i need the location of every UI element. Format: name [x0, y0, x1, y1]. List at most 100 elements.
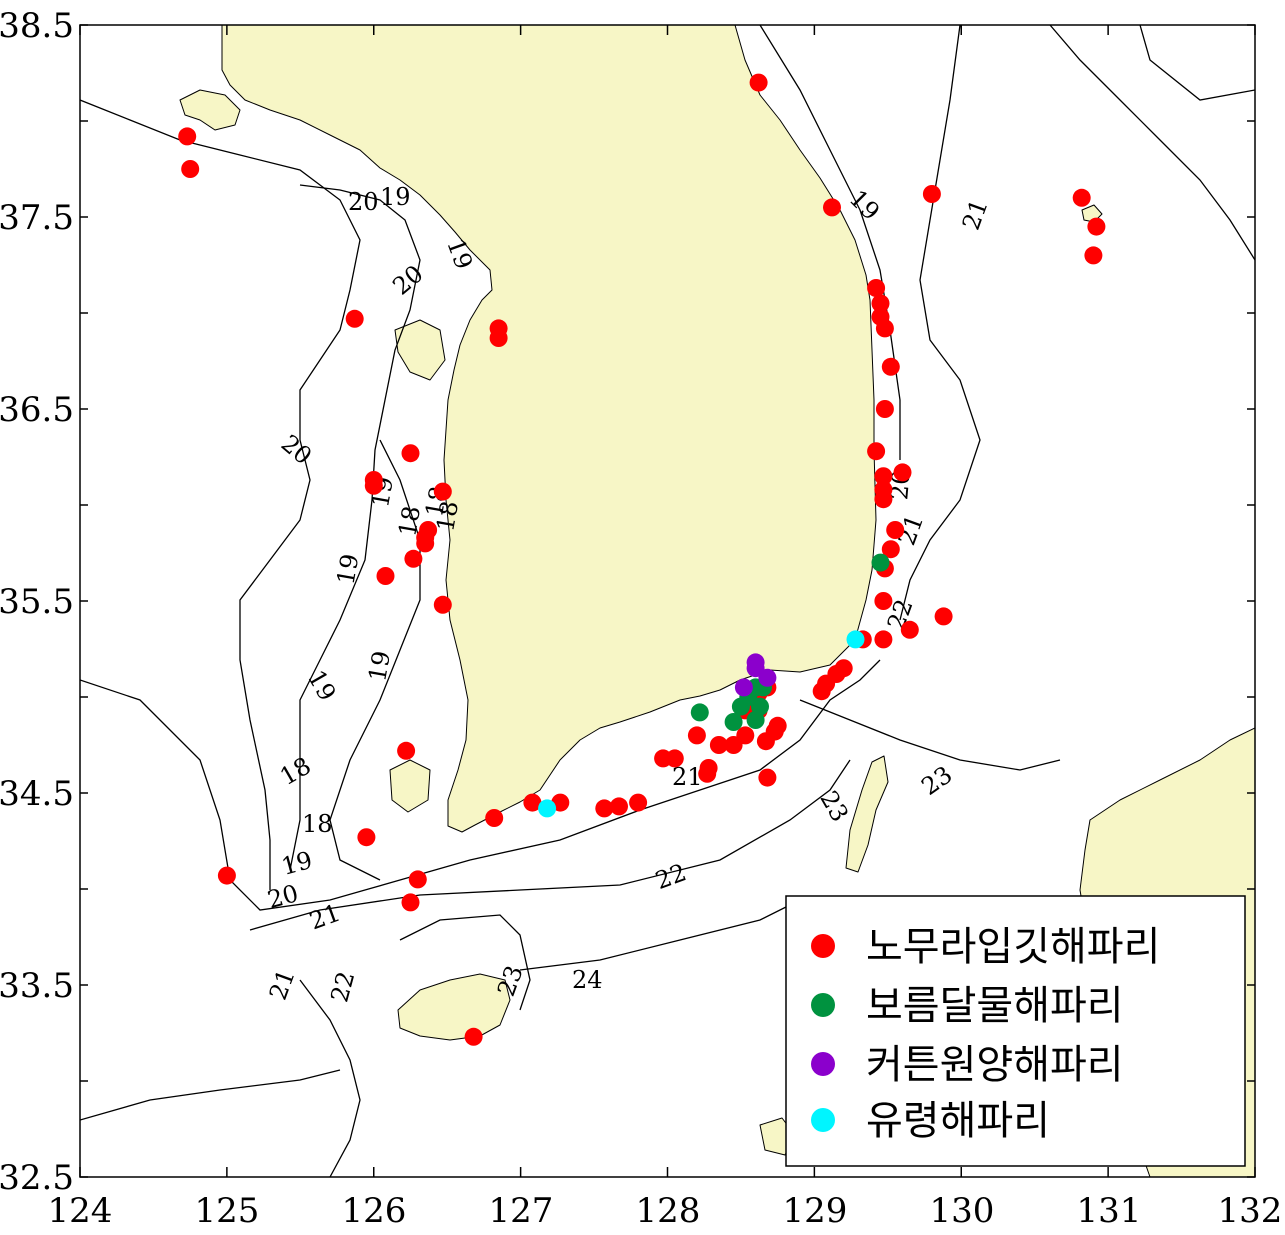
y-tick-label: 33.5 [0, 966, 74, 1006]
axis-ticks [79, 24, 1256, 1178]
sighting-marker-nomura [629, 793, 648, 812]
contour-label: 24 [572, 966, 603, 994]
contour-label: 18 [302, 810, 333, 838]
sighting-marker-nomura [871, 294, 890, 313]
x-tick-label: 127 [489, 1191, 554, 1231]
legend: 노무라입깃해파리 보름달물해파리 커튼원양해파리 유령해파리 [785, 895, 1246, 1167]
legend-label-nomura: 노무라입깃해파리 [866, 924, 1160, 970]
isotherm-24 [519, 899, 801, 971]
land-jeju [397, 973, 511, 1041]
sighting-marker-nomura [178, 127, 197, 146]
contour-label: 19 [363, 649, 396, 684]
sighting-marker-nomura [709, 736, 728, 754]
sighting-marker-nomura [433, 482, 452, 501]
legend-label-moon: 보름달물해파리 [866, 983, 1124, 1029]
y-axis-labels: 38.5 37.5 36.5 35.5 34.5 33.5 32.5 [0, 6, 74, 1198]
x-tick-label: 129 [783, 1191, 848, 1231]
sighting-marker-nomura [922, 185, 941, 203]
sighting-marker-nomura [758, 768, 777, 787]
sighting-marker-nomura [875, 400, 894, 418]
y-tick-label: 35.5 [0, 582, 74, 622]
sighting-marker-nomura [523, 793, 542, 812]
sighting-marker-nomura [433, 595, 452, 614]
isotherm-lines [80, 25, 1255, 1177]
sighting-marker-nomura [397, 741, 416, 760]
y-tick-label: 38.5 [0, 6, 74, 46]
x-axis-labels: 124 125 126 127 128 129 130 131 132 [48, 1191, 1283, 1231]
legend-marker-cotton [811, 1052, 835, 1076]
sighting-marker-moon [871, 553, 890, 572]
y-tick-label: 36.5 [0, 390, 74, 430]
land-sw-islands [389, 759, 431, 813]
sighting-marker-nomura [1072, 188, 1091, 207]
sighting-marker-nomura [416, 534, 435, 553]
x-tick-label: 128 [636, 1191, 701, 1231]
x-tick-label: 126 [342, 1191, 407, 1231]
sighting-marker-nomura [875, 319, 894, 338]
sighting-marker-nomura [404, 549, 423, 568]
sighting-marker-ghost [846, 630, 865, 649]
sighting-marker-nomura [408, 870, 427, 889]
x-tick-label: 125 [195, 1191, 260, 1231]
sighting-marker-nomura [934, 607, 953, 626]
sighting-marker-nomura [874, 630, 893, 649]
isotherm-east-outer [1049, 25, 1255, 261]
sighting-marker-nomura [874, 467, 893, 486]
isotherm-23 [299, 979, 361, 1177]
x-tick-label: 124 [48, 1191, 113, 1231]
sighting-marker-nomura [881, 357, 900, 376]
sighting-marker-nomura [886, 521, 905, 539]
isotherm-19-west [289, 184, 421, 871]
legend-label-cotton: 커튼원양해파리 [866, 1042, 1124, 1088]
sighting-marker-nomura [610, 797, 628, 816]
sighting-marker-nomura [464, 1027, 483, 1046]
sighting-marker-nomura [181, 160, 200, 178]
sighting-marker-nomura [485, 809, 504, 827]
contour-label: 21 [672, 763, 703, 791]
sighting-marker-cotton [758, 668, 777, 687]
sighting-marker-nomura [1084, 246, 1103, 265]
sighting-marker-nomura [749, 73, 768, 92]
isotherm-jeju-loop [399, 914, 531, 1011]
isotherm-21-south [80, 659, 881, 911]
isotherm-22-south [249, 759, 851, 931]
sighting-marker-nomura [699, 759, 718, 777]
sighting-marker-nomura [1087, 217, 1106, 236]
legend-marker-ghost [811, 1108, 835, 1132]
sighting-marker-nomura [900, 620, 919, 639]
sighting-marker-nomura [376, 567, 395, 585]
isotherm-20-west [80, 99, 361, 890]
sighting-marker-cotton [734, 678, 753, 697]
contour-label: 20 [348, 188, 379, 216]
sighting-marker-nomura [687, 726, 706, 745]
contour-label: 19 [380, 183, 411, 211]
isotherm-19-east [759, 25, 901, 460]
sighting-marker-nomura [665, 749, 684, 768]
legend-box [785, 895, 1246, 1167]
sighting-marker-nomura [768, 716, 787, 735]
y-tick-label: 34.5 [0, 774, 74, 814]
sighting-marker-nomura [364, 476, 383, 495]
sighting-marker-nomura [357, 828, 376, 847]
isotherm-east-loop [1139, 25, 1255, 101]
sighting-marker-nomura [881, 540, 900, 559]
sighting-marker-nomura [893, 463, 912, 482]
isotherm-23-east [799, 699, 1061, 771]
land-korea [221, 25, 877, 833]
sighting-marker-nomura [217, 866, 236, 885]
sighting-marker-nomura [489, 329, 508, 347]
legend-marker-moon [811, 993, 835, 1017]
isotherm-18-west [329, 439, 421, 881]
contour-label: 19 [332, 552, 365, 587]
sighting-marker-moon [724, 713, 743, 731]
y-tick-label: 37.5 [0, 198, 74, 238]
legend-marker-nomura [811, 934, 835, 958]
sighting-marker-nomura [874, 592, 893, 610]
land-west-islands [394, 319, 446, 381]
y-tick-label: 32.5 [0, 1158, 74, 1198]
land-tsushima [845, 755, 889, 873]
sighting-marker-nomura [874, 490, 893, 509]
land-nw-islands [179, 89, 241, 131]
sighting-marker-moon [751, 697, 769, 716]
